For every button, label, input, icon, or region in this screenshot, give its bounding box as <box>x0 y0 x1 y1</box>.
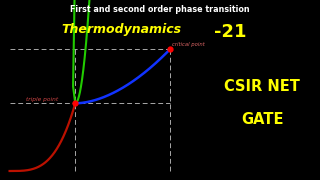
Text: -21: -21 <box>214 23 247 41</box>
Text: CSIR NET: CSIR NET <box>224 79 300 94</box>
Text: triple point: triple point <box>26 97 58 102</box>
Text: First and second order phase transition: First and second order phase transition <box>70 4 250 14</box>
Text: GATE: GATE <box>241 112 284 127</box>
Text: critical point: critical point <box>172 42 204 47</box>
Text: Thermodynamics: Thermodynamics <box>61 23 182 36</box>
